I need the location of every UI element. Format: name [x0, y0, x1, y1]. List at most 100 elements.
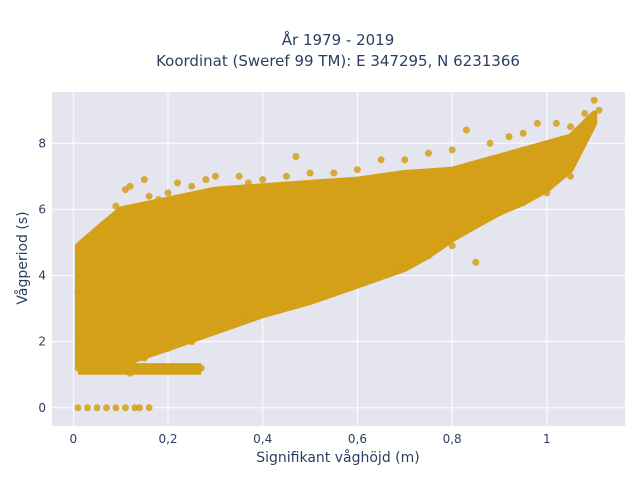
- data-point: [107, 358, 115, 365]
- data-point: [382, 258, 390, 266]
- data-point: [245, 179, 252, 187]
- data-point: [590, 96, 598, 104]
- y-tick-label: 2: [38, 335, 46, 349]
- y-tick-label: 0: [38, 401, 46, 415]
- data-point: [107, 268, 115, 276]
- data-point: [567, 123, 574, 131]
- data-point: [79, 318, 87, 326]
- data-point: [282, 301, 290, 309]
- x-tick-label: 1: [543, 432, 551, 446]
- data-point: [84, 245, 91, 253]
- data-point: [197, 364, 205, 372]
- data-point: [306, 169, 314, 177]
- data-point: [505, 133, 513, 141]
- data-point: [567, 172, 574, 180]
- low-period-strip: [78, 363, 202, 375]
- data-point: [377, 156, 385, 164]
- data-point: [282, 172, 290, 180]
- data-point: [126, 369, 134, 377]
- data-point: [145, 192, 153, 200]
- data-point: [472, 219, 480, 227]
- x-tick-label: 0,6: [348, 432, 367, 446]
- data-point: [401, 156, 409, 164]
- x-tick-label: 0,2: [158, 432, 177, 446]
- data-point: [84, 404, 91, 412]
- data-point: [519, 129, 527, 137]
- data-point: [353, 166, 361, 174]
- y-axis-ticks: 0 2 4 6 8: [38, 136, 46, 415]
- x-tick-label: 0: [69, 432, 77, 446]
- chart-title: År 1979 - 2019 Koordinat (Sweref 99 TM):…: [156, 30, 520, 70]
- data-point: [462, 126, 470, 134]
- data-point: [586, 123, 593, 131]
- data-point: [174, 179, 181, 187]
- data-point: [292, 153, 300, 160]
- data-point: [103, 404, 110, 412]
- data-point: [145, 404, 153, 412]
- data-points: [74, 96, 603, 412]
- data-point: [117, 209, 125, 217]
- data-point: [401, 262, 409, 270]
- data-point: [140, 354, 148, 362]
- x-axis-ticks: 0 0,2 0,4 0,6 0,8 1: [69, 432, 550, 446]
- data-point: [306, 295, 314, 303]
- data-point: [519, 199, 527, 207]
- data-point: [155, 196, 162, 203]
- data-point: [330, 288, 338, 296]
- data-point: [552, 119, 560, 127]
- chart-title-line-2: Koordinat (Sweref 99 TM): E 347295, N 62…: [156, 52, 520, 70]
- y-tick-label: 8: [38, 136, 46, 150]
- data-point: [425, 252, 432, 260]
- data-point: [74, 404, 82, 412]
- data-point: [136, 404, 144, 412]
- data-point: [93, 367, 101, 375]
- data-point: [221, 189, 229, 197]
- y-tick-label: 4: [38, 269, 46, 283]
- data-point: [112, 404, 120, 412]
- data-point: [448, 232, 456, 240]
- data-point: [126, 182, 134, 190]
- x-tick-label: 0,4: [253, 432, 272, 446]
- data-point: [188, 338, 196, 346]
- data-point: [211, 324, 219, 332]
- data-point: [259, 308, 267, 316]
- x-tick-label: 0,8: [443, 432, 462, 446]
- x-axis-label: Signifikant våghöjd (m): [256, 449, 419, 466]
- dense-point-cloud: [75, 110, 598, 375]
- data-point: [74, 288, 82, 296]
- data-point: [211, 255, 219, 263]
- data-point: [377, 272, 385, 279]
- data-point: [448, 242, 456, 250]
- data-point: [330, 169, 338, 177]
- data-point: [330, 245, 338, 253]
- data-point: [595, 106, 603, 114]
- data-point: [211, 172, 219, 180]
- data-point: [202, 176, 210, 184]
- data-point: [235, 315, 243, 322]
- data-point: [121, 404, 129, 412]
- data-point: [93, 404, 101, 412]
- data-point: [581, 110, 589, 117]
- data-point: [425, 149, 432, 157]
- data-point: [112, 202, 120, 210]
- chart-title-line-1: År 1979 - 2019: [282, 30, 395, 49]
- data-point: [448, 146, 456, 154]
- data-point: [353, 278, 361, 286]
- data-point: [235, 172, 243, 180]
- data-point: [140, 176, 148, 184]
- data-point: [164, 252, 172, 260]
- data-point: [79, 344, 87, 352]
- y-tick-label: 6: [38, 202, 46, 216]
- data-point: [164, 189, 172, 197]
- data-point: [486, 139, 494, 147]
- data-point: [282, 242, 290, 250]
- data-point: [472, 258, 480, 266]
- data-point: [164, 344, 172, 352]
- data-point: [93, 229, 101, 236]
- data-point: [79, 258, 87, 266]
- y-axis-label: Vågperiod (s): [14, 211, 31, 304]
- data-point: [188, 182, 196, 190]
- data-point: [533, 119, 541, 127]
